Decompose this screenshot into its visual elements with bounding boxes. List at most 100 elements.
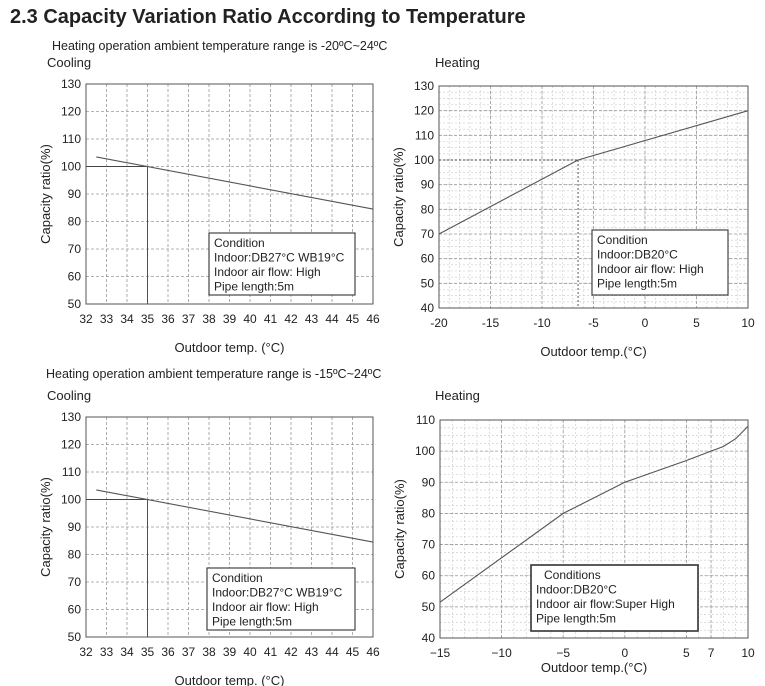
c2-y-tick-label: 80 [421,202,435,216]
c2-x-tick-label: 0 [642,316,649,330]
c2-y-tick-label: 40 [421,301,435,315]
c2-plot-frame [438,85,749,309]
c1-condition-line: Indoor:DB27°C WB19°C [214,251,345,265]
c2-x-tick-label: 10 [741,316,755,330]
c4-y-tick-label: 70 [422,538,436,552]
c2-condition-line: Pipe length:5m [597,277,677,291]
c4-x-tick-label: −15 [430,646,451,660]
c2-x-tick-label: -5 [588,316,599,330]
c1-x-tick-label: 33 [100,312,114,326]
c3-condition-line: Indoor:DB27°C WB19°C [212,586,343,600]
c3-x-tick-label: 39 [223,645,237,659]
c3-x-tick-label: 32 [79,645,93,659]
c4-y-tick-label: 100 [415,444,435,458]
c4-y-tick-label: 60 [422,569,436,583]
c1-x-tick-label: 37 [182,312,196,326]
c3-x-tick-label: 37 [182,645,196,659]
c1-x-tick-label: 43 [305,312,319,326]
c3-x-tick-label: 41 [264,645,278,659]
c1-x-tick-label: 39 [223,312,237,326]
c2-x-tick-label: 5 [693,316,700,330]
c2-y-tick-label: 120 [414,104,434,118]
c4-condition-line: Pipe length:5m [536,612,616,626]
c2-x-tick-label: -10 [533,316,551,330]
c2-condition-line: Indoor air flow: High [597,262,704,276]
c1-condition-line: Pipe length:5m [214,280,294,294]
c2-x-tick-label: -20 [430,316,448,330]
c4-y-tick-label: 80 [422,506,436,520]
c1-x-tick-label: 44 [325,312,339,326]
c1-x-tick-label: 32 [79,312,93,326]
c3-x-tick-label: 34 [120,645,134,659]
c4-y-axis-label: Capacity ratio(%) [392,479,407,579]
c3-y-tick-label: 50 [68,630,82,644]
c4-x-tick-label: 10 [741,646,755,660]
c2-y-axis-label: Capacity ratio(%) [391,147,406,247]
c1-plot-frame [85,83,374,305]
c1-y-tick-label: 110 [62,132,81,146]
c2-y-tick-label: 90 [421,178,435,192]
c1-x-tick-label: 34 [120,312,134,326]
c3-condition-line: Pipe length:5m [212,615,292,629]
c4-x-tick-label: 5 [683,646,690,660]
c1-y-tick-label: 100 [61,160,81,174]
c3-plot-frame [85,416,374,638]
page-title: 2.3 Capacity Variation Ratio According t… [10,6,526,28]
c1-x-tick-label: 45 [346,312,360,326]
c4-x-tick-label: −10 [491,646,512,660]
c4-condition-line: Indoor:DB20°C [536,583,617,597]
chart-4-panel-label: Heating [435,388,480,403]
c1-y-tick-label: 90 [68,187,82,201]
c1-x-axis-label: Outdoor temp. (°C) [175,340,285,355]
section-1-subtitle: Heating operation ambient temperature ra… [52,39,388,53]
c4-x-axis-label: Outdoor temp.(°C) [541,660,647,675]
c3-x-tick-label: 45 [346,645,360,659]
c4-condition-line: Indoor air flow:Super High [536,597,675,611]
c3-x-tick-label: 42 [284,645,298,659]
c2-y-tick-label: 100 [414,153,434,167]
c3-x-tick-label: 36 [161,645,175,659]
c2-y-tick-label: 110 [415,128,434,142]
c3-condition-box [206,567,356,631]
c3-x-tick-label: 33 [100,645,114,659]
c2-condition-line: Indoor:DB20°C [597,248,678,262]
c1-y-axis-label: Capacity ratio(%) [38,144,53,244]
c4-y-tick-label: 50 [422,600,436,614]
c2-x-axis-label: Outdoor temp.(°C) [540,344,646,359]
c1-y-tick-label: 70 [68,242,82,256]
c3-y-tick-label: 90 [68,520,82,534]
c1-x-tick-label: 36 [161,312,175,326]
c4-series-line-1 [439,425,749,603]
c2-y-tick-label: 50 [421,276,435,290]
c4-y-tick-label: 90 [422,475,436,489]
c3-condition-line: Condition [212,571,263,585]
c4-x-tick-label: 7 [708,646,715,660]
c4-y-tick-label: 40 [422,631,436,645]
c3-x-tick-label: 44 [325,645,339,659]
c1-x-tick-label: 42 [284,312,298,326]
c4-condition-line: Conditions [544,568,601,582]
c1-condition-line: Indoor air flow: High [214,265,321,279]
c3-x-axis-label: Outdoor temp. (°C) [175,673,285,686]
c3-x-tick-label: 35 [141,645,155,659]
c3-x-tick-label: 38 [202,645,216,659]
c3-y-tick-label: 100 [61,493,81,507]
c2-condition-box [591,229,729,296]
c1-condition-box [208,232,356,296]
c1-series-line-1 [96,156,374,210]
c3-y-tick-label: 60 [68,603,82,617]
c3-x-tick-label: 40 [243,645,257,659]
c1-y-tick-label: 60 [68,270,82,284]
c2-condition-line: Condition [597,233,648,247]
c3-x-tick-label: 43 [305,645,319,659]
c2-y-tick-label: 70 [421,227,435,241]
c3-x-tick-label: 46 [366,645,380,659]
c4-plot-frame [439,419,749,639]
chart-2-panel-label: Heating [435,55,480,70]
c4-condition-box [530,564,699,632]
c4-x-tick-label: 0 [621,646,628,660]
